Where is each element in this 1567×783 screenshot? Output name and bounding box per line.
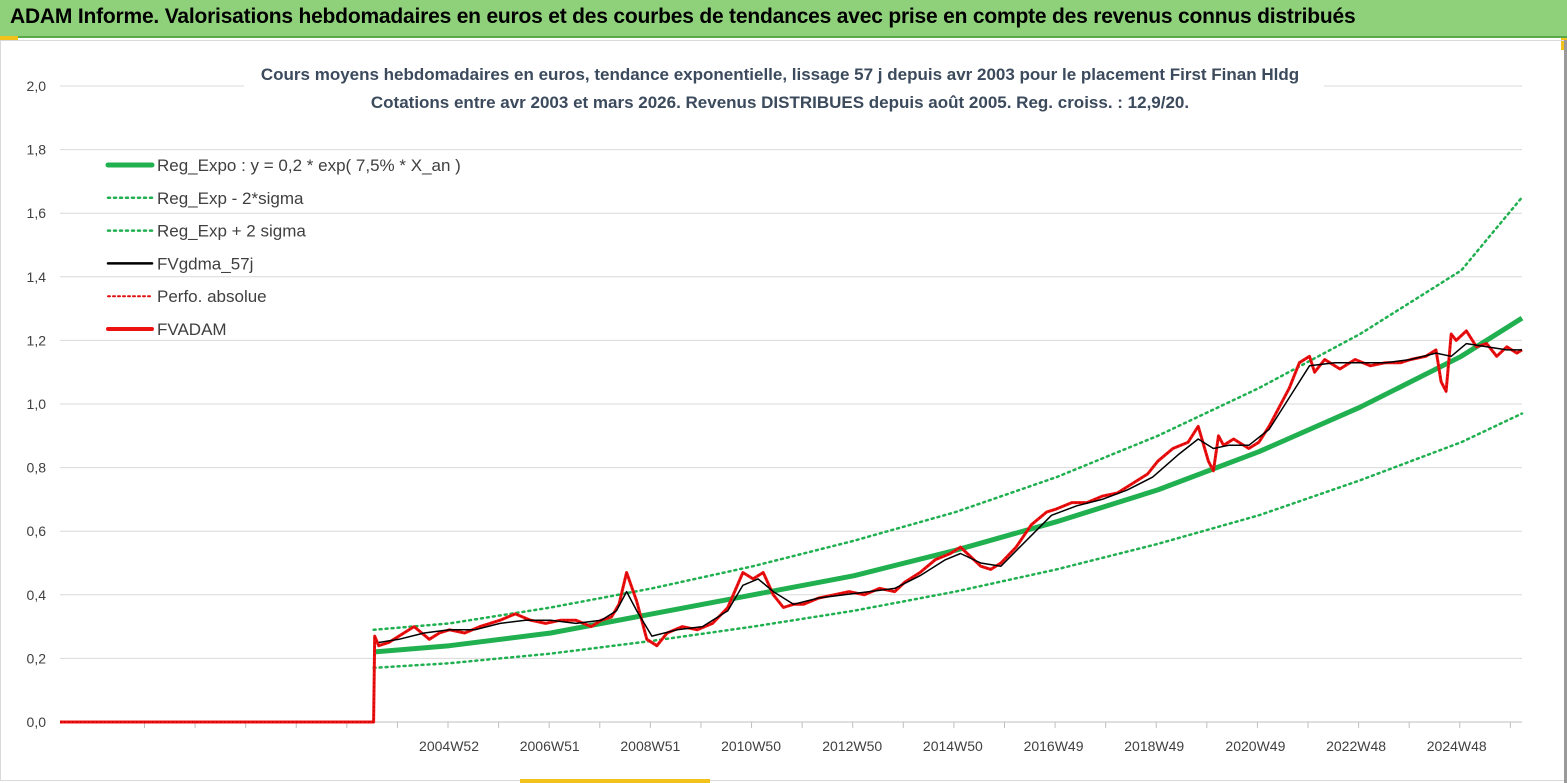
fvadam-line	[60, 329, 1523, 724]
y-tick-label: 1,4	[27, 269, 47, 285]
y-axis: 0,0 0,2 0,4 0,6 0,8 1,0 1,2 1,4 1,6 1,8 2,0	[27, 78, 47, 730]
legend-label: Reg_Exp - 2*sigma	[157, 189, 304, 208]
x-tick-label: 2008W51	[620, 738, 680, 754]
y-tick-label: 0,4	[27, 587, 47, 603]
x-tick-label: 2006W51	[520, 738, 580, 754]
y-tick-label: 1,8	[27, 142, 47, 158]
reg-lower-band	[372, 412, 1524, 670]
y-tick-label: 1,6	[27, 205, 47, 221]
y-tick-label: 0,0	[27, 714, 47, 730]
x-tick-label: 2010W50	[721, 738, 781, 754]
legend-label: FVgdma_57j	[157, 254, 253, 273]
title-backdrop	[244, 60, 1324, 118]
fvgdma-line	[378, 342, 1522, 644]
y-tick-label: 1,0	[27, 396, 47, 412]
y-tick-label: 0,2	[27, 650, 47, 666]
x-tick-label: 2020W49	[1225, 738, 1285, 754]
legend-label: Perfo. absolue	[157, 287, 267, 306]
legend-label: Reg_Expo : y = 0,2 * exp( 7,5% * X_an )	[157, 156, 461, 175]
report-title: ADAM Informe. Valorisations hebdomadaire…	[10, 5, 1356, 28]
x-tick-label: 2016W49	[1024, 738, 1084, 754]
x-axis: 2004W52 2006W51 2008W51 2010W50 2012W50 2014W…	[143, 722, 1511, 754]
x-tick-label: 2012W50	[822, 738, 882, 754]
reg-upper-band	[372, 196, 1524, 632]
y-tick-label: 2,0	[27, 78, 47, 94]
y-tick-label: 0,8	[27, 460, 47, 476]
x-tick-label: 2022W48	[1326, 738, 1386, 754]
bottom-accent	[520, 779, 710, 783]
legend: Reg_Expo : y = 0,2 * exp( 7,5% * X_an ) R…	[105, 156, 461, 339]
grid-lines	[60, 85, 1522, 723]
legend-label: Reg_Exp + 2 sigma	[157, 222, 306, 241]
valuation-chart: 0,0 0,2 0,4 0,6 0,8 1,0 1,2 1,4 1,6 1,8 2,0 2004W5…	[27, 60, 1524, 754]
x-tick-label: 2024W48	[1427, 738, 1487, 754]
x-tick-label: 2018W49	[1124, 738, 1184, 754]
y-tick-label: 1,2	[27, 332, 47, 348]
right-edge	[1564, 40, 1567, 783]
accent-bar-left	[0, 36, 18, 40]
series-group	[60, 196, 1524, 724]
header-banner: ADAM Informe. Valorisations hebdomadaire…	[0, 0, 1567, 38]
x-tick-label: 2014W50	[923, 738, 983, 754]
y-tick-label: 0,6	[27, 523, 47, 539]
x-tick-label: 2004W52	[419, 738, 479, 754]
perfo-absolue-line	[60, 329, 1523, 723]
chart-title: Cours moyens hebdomadaires en euros, ten…	[261, 65, 1299, 84]
chart-subtitle: Cotations entre avr 2003 et mars 2026. R…	[371, 93, 1189, 112]
legend-label: FVADAM	[157, 320, 227, 339]
